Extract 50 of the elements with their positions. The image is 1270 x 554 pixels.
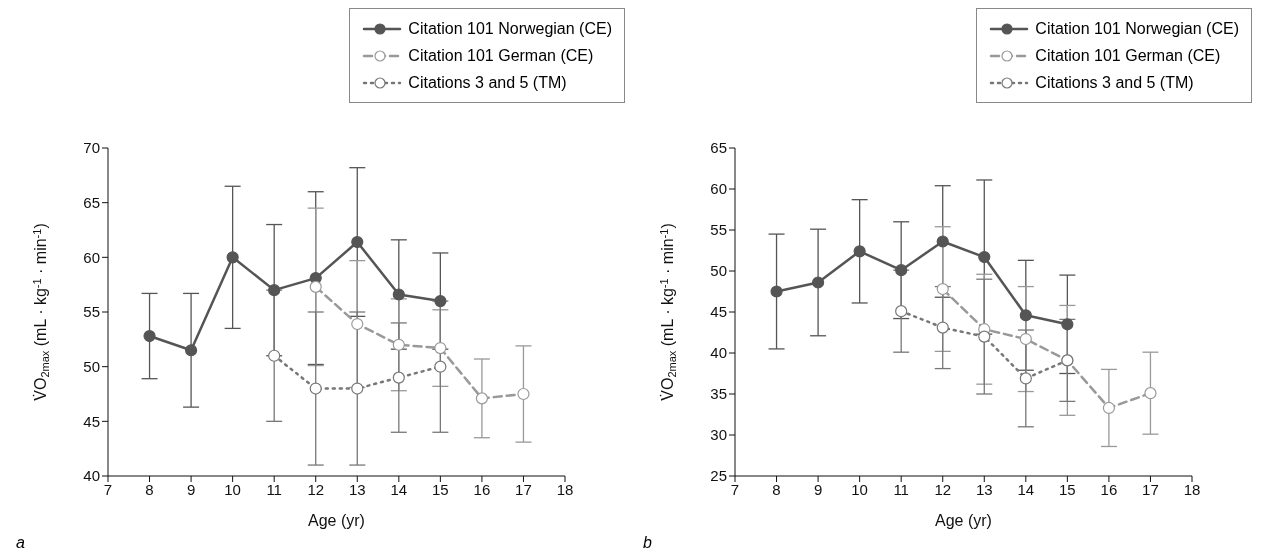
y-tick-label: 60 (710, 180, 727, 198)
legend-label: Citations 3 and 5 (TM) (408, 73, 567, 92)
x-tick-label: 7 (103, 480, 113, 498)
y-tick-label: 35 (710, 385, 727, 403)
y-tick-label: 50 (710, 262, 727, 280)
x-tick-label: 8 (772, 480, 781, 498)
x-tick-label: 10 (224, 480, 241, 498)
text: b (643, 534, 652, 552)
x-tick-label: 17 (515, 480, 532, 498)
y-tick-label: 30 (710, 426, 727, 444)
x-axis-title: Age (yr) (308, 512, 365, 529)
x-tick-label: 17 (1142, 480, 1159, 498)
y-tick-label: 65 (83, 193, 100, 211)
x-tick-label: 13 (348, 480, 366, 498)
x-tick-label: 14 (1017, 480, 1035, 498)
text: a (16, 534, 25, 552)
x-tick-label: 18 (1183, 480, 1201, 498)
y-tick-label: 25 (710, 467, 727, 485)
x-tick-label: 15 (432, 480, 449, 498)
legend-label: Citation 101 Norwegian (CE) (408, 19, 612, 38)
y-tick-label: 45 (710, 303, 727, 321)
x-tick-label: 11 (893, 480, 909, 498)
y-tick-label: 60 (83, 248, 100, 266)
y-tick-label: 40 (83, 467, 100, 485)
y-tick-label: 55 (83, 303, 100, 321)
y-tick-label: 40 (710, 344, 727, 362)
x-tick-label: 9 (186, 480, 196, 498)
y-tick-label: 65 (710, 139, 727, 157)
x-tick-label: 9 (813, 480, 823, 498)
y-tick-label: 45 (83, 412, 100, 430)
legend-label: Citations 3 and 5 (TM) (1035, 73, 1194, 92)
x-tick-label: 15 (1059, 480, 1076, 498)
x-tick-label: 18 (556, 480, 574, 498)
x-tick-label: 16 (1100, 480, 1118, 498)
x-tick-label: 16 (473, 480, 491, 498)
x-tick-label: 8 (145, 480, 154, 498)
legend-label: Citation 101 German (CE) (1035, 46, 1221, 65)
legend-label: Citation 101 German (CE) (408, 46, 594, 65)
legend-label: Citation 101 Norwegian (CE) (1035, 19, 1239, 38)
x-tick-label: 12 (307, 480, 325, 498)
y-tick-label: 55 (710, 221, 727, 239)
x-tick-label: 12 (934, 480, 952, 498)
x-tick-label: 13 (975, 480, 993, 498)
x-tick-label: 14 (390, 480, 408, 498)
y-tick-label: 50 (83, 357, 100, 375)
x-axis-title: Age (yr) (935, 512, 992, 529)
x-tick-label: 11 (266, 480, 282, 498)
x-tick-label: 10 (851, 480, 868, 498)
y-tick-label: 70 (83, 139, 100, 157)
x-tick-label: 7 (730, 480, 740, 498)
